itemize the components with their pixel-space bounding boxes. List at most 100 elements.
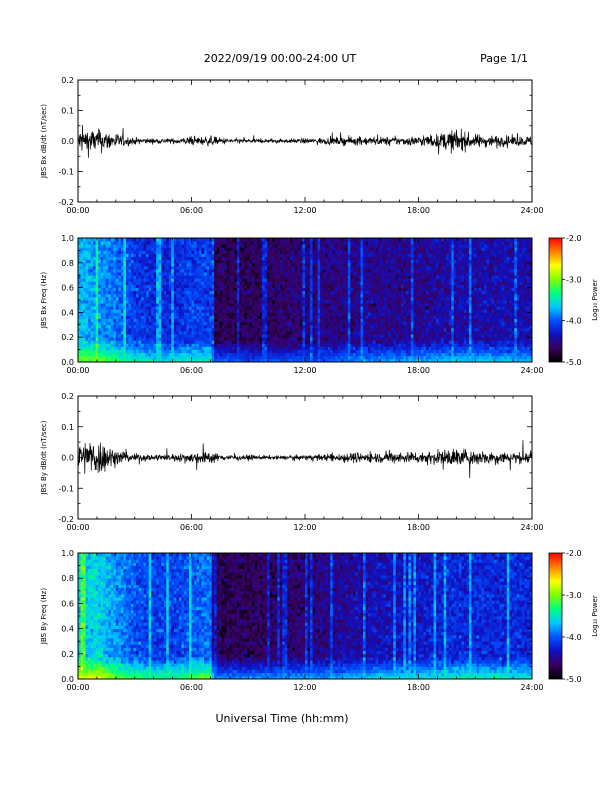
heatmap-cell [380, 284, 384, 288]
heatmap-cell [282, 241, 286, 245]
heatmap-cell [141, 349, 144, 354]
heatmap-cell [249, 247, 253, 251]
heatmap-cell [130, 334, 134, 338]
heatmap-cell [186, 275, 190, 279]
heatmap-cell [252, 334, 255, 338]
heatmap-cell [236, 315, 240, 319]
heatmap-cell [115, 343, 119, 347]
heatmap-cell [120, 355, 124, 360]
heatmap-cell [138, 278, 142, 282]
heatmap-cell [332, 327, 336, 332]
heatmap-cell [365, 300, 369, 304]
heatmap-cell [186, 253, 190, 257]
heatmap-cell [279, 312, 283, 316]
heatmap-cell [161, 355, 165, 360]
heatmap-cell [143, 247, 147, 251]
heatmap-cell [80, 296, 84, 301]
heatmap-cell [214, 256, 218, 261]
heatmap-cell [141, 318, 144, 323]
heatmap-cell [98, 278, 102, 282]
heatmap-cell [284, 259, 288, 264]
heatmap-cell [383, 244, 387, 248]
heatmap-cell [373, 275, 377, 279]
heatmap-cell [307, 272, 311, 276]
heatmap-cell [206, 337, 210, 341]
heatmap-cell [262, 312, 266, 316]
heatmap-cell [289, 272, 293, 276]
heatmap-cell [375, 312, 379, 316]
heatmap-cell [219, 238, 223, 242]
heatmap-cell [181, 272, 185, 276]
heatmap-cell [252, 281, 255, 285]
heatmap-cell [269, 262, 273, 267]
heatmap-cell [221, 275, 225, 279]
heatmap-cell [297, 281, 301, 285]
heatmap-cell [151, 250, 155, 254]
heatmap-cell [120, 293, 124, 298]
heatmap-cell [267, 296, 271, 301]
heatmap-cell [370, 247, 374, 251]
heatmap-cell [158, 300, 162, 304]
heatmap-cell [93, 324, 97, 329]
heatmap-cell [342, 355, 346, 360]
heatmap-cell [337, 262, 341, 267]
heatmap-cell [383, 334, 387, 338]
heatmap-cell [320, 321, 324, 326]
heatmap-cell [310, 327, 313, 332]
heatmap-cell [299, 296, 303, 301]
heatmap-cell [188, 247, 192, 251]
heatmap-cell [360, 296, 364, 301]
heatmap-cell [363, 250, 366, 254]
heatmap-cell [284, 321, 288, 326]
heatmap-cell [186, 334, 190, 338]
heatmap-cell [95, 244, 99, 248]
heatmap-cell [345, 300, 349, 304]
heatmap-cell [340, 355, 344, 360]
heatmap-cell [337, 300, 341, 304]
heatmap-cell [272, 327, 276, 332]
heatmap-cell [151, 327, 155, 332]
heatmap-cell [156, 238, 160, 242]
heatmap-cell [146, 275, 150, 279]
heatmap-cell [352, 358, 356, 363]
heatmap-cell [279, 278, 283, 282]
heatmap-cell [269, 358, 273, 363]
heatmap-cell [148, 334, 152, 338]
heatmap-cell [214, 324, 218, 329]
heatmap-cell [173, 269, 177, 273]
heatmap-cell [292, 247, 296, 251]
heatmap-cell [168, 241, 172, 245]
heatmap-cell [259, 349, 263, 354]
heatmap-cell [272, 275, 276, 279]
heatmap-cell [236, 358, 240, 363]
heatmap-cell [272, 318, 276, 323]
heatmap-cell [241, 349, 245, 354]
heatmap-cell [297, 349, 301, 354]
heatmap-cell [209, 262, 213, 267]
heatmap-cell [110, 309, 114, 313]
heatmap-cell [277, 334, 281, 338]
heatmap-cell [332, 352, 336, 357]
heatmap-cell [141, 262, 144, 267]
heatmap-cell [176, 284, 180, 288]
heatmap-cell [239, 287, 243, 292]
heatmap-cell [80, 290, 84, 295]
heatmap-cell [173, 343, 177, 347]
heatmap-cell [234, 321, 238, 326]
heatmap-cell [360, 262, 364, 267]
heatmap-cell [80, 355, 84, 360]
heatmap-cell [226, 265, 230, 270]
heatmap-cell [146, 343, 150, 347]
heatmap-cell [105, 281, 109, 285]
heatmap-cell [196, 306, 200, 310]
heatmap-cell [378, 253, 382, 257]
heatmap-cell [110, 300, 114, 304]
heatmap-cell [209, 275, 213, 279]
heatmap-cell [257, 290, 260, 295]
heatmap-cell [320, 238, 324, 242]
heatmap-cell [110, 346, 114, 350]
heatmap-cell [315, 278, 319, 282]
heatmap-cell [383, 312, 387, 316]
heatmap-cell [108, 331, 112, 335]
heatmap-cell [257, 303, 260, 307]
